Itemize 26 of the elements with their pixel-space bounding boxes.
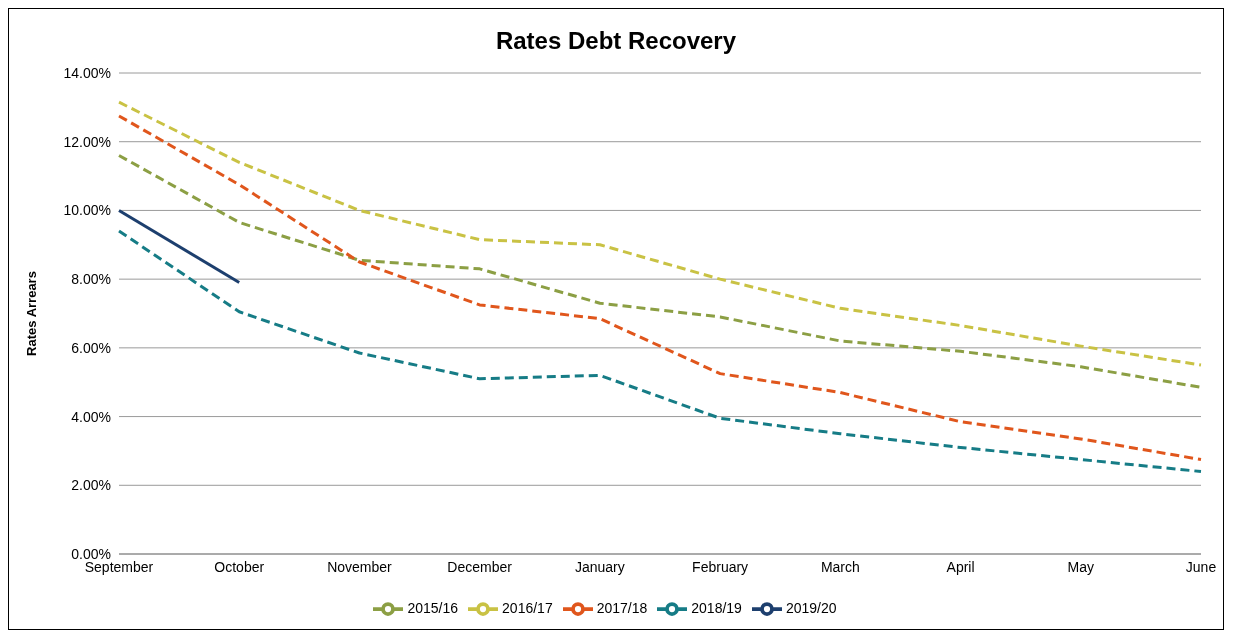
y-tick-label: 6.00%: [71, 339, 111, 356]
legend-label: 2016/17: [502, 599, 553, 616]
x-tick-label: January: [574, 558, 625, 575]
line-series: [117, 100, 1203, 367]
legend-label: 2019/20: [785, 599, 837, 616]
x-tick-label: April: [946, 558, 975, 575]
y-tick-label: 10.00%: [63, 202, 111, 219]
y-axis-title: Rates Arrears: [23, 271, 39, 356]
chart-title: Rates Debt Recovery: [494, 26, 738, 56]
legend-label: 2015/16: [407, 599, 459, 616]
y-tick-label: 14.00%: [63, 64, 111, 81]
x-tick-label: May: [1067, 558, 1094, 575]
legend-label: 2017/18: [596, 599, 648, 616]
x-tick-label: November: [327, 558, 393, 575]
y-tick-label: 12.00%: [63, 133, 111, 150]
x-tick-label: February: [692, 558, 749, 575]
legend-label: 2018/19: [691, 599, 742, 616]
line-series: [117, 114, 1203, 462]
x-tick-label: March: [820, 558, 860, 575]
y-tick-label: 2.00%: [71, 477, 111, 494]
line-series: [117, 229, 1203, 474]
y-tick-label: 8.00%: [71, 271, 111, 288]
x-tick-label: October: [214, 558, 265, 575]
x-tick-label: December: [447, 558, 513, 575]
y-tick-label: 4.00%: [71, 408, 111, 425]
x-tick-label: June: [1185, 558, 1217, 575]
